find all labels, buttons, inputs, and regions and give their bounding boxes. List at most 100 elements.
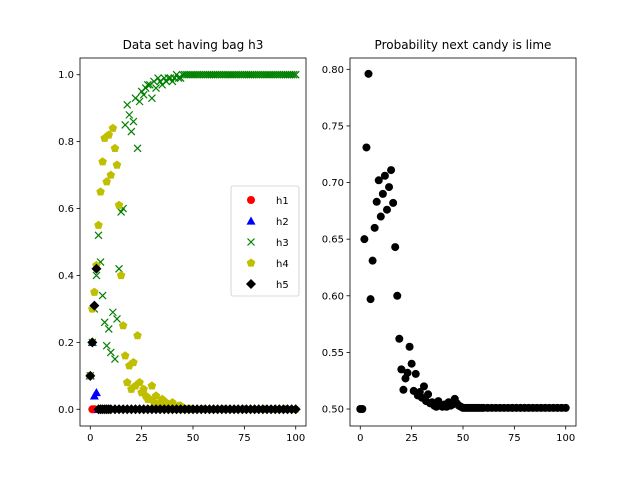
- left-h4-point: [129, 357, 138, 367]
- legend-label-h1: h1: [276, 196, 289, 207]
- right-series-point: [378, 189, 387, 198]
- right-series-point: [364, 69, 373, 78]
- left-xtick-label: 0: [87, 433, 93, 444]
- left-h3-point: [133, 144, 142, 153]
- right-series-point: [389, 198, 398, 207]
- left-h3-point: [102, 341, 111, 350]
- right-series-point: [419, 382, 428, 391]
- right-ytick-label: 0.65: [322, 235, 344, 246]
- right-series-point: [360, 235, 369, 244]
- right-ytick-label: 0.80: [322, 65, 344, 76]
- left-plot-marks: [85, 70, 301, 415]
- right-series-point: [385, 183, 394, 192]
- left-xtick-label: 50: [187, 433, 200, 444]
- right-subplot: Probability next candy is lime 0 25 50 75 10…: [322, 38, 577, 444]
- left-h4-point: [106, 170, 116, 179]
- left-h3-point: [152, 84, 160, 93]
- right-ytick-label: 0.50: [322, 405, 344, 416]
- right-series-point: [561, 403, 570, 412]
- left-h4-point: [112, 160, 122, 169]
- right-series-point: [399, 385, 408, 394]
- legend-label-h5: h5: [276, 280, 289, 291]
- left-h4-point: [110, 143, 120, 152]
- left-ytick-label: 0.6: [58, 204, 74, 215]
- right-ytick-label: 0.75: [322, 121, 344, 132]
- left-h4-point: [135, 378, 144, 387]
- left-ytick-label: 0.0: [58, 405, 74, 416]
- left-xtick-label: 75: [238, 433, 251, 444]
- left-subplot: Data set having bag h3 0 25 50 75 1000.00.20…: [58, 38, 307, 444]
- left-xtick-label: 25: [135, 433, 148, 444]
- left-ytick-label: 0.4: [58, 271, 74, 282]
- right-series-point: [411, 369, 420, 378]
- right-series-point: [366, 295, 375, 304]
- right-series-point: [424, 390, 433, 399]
- right-series-point: [376, 212, 385, 221]
- left-ytick-label: 1.0: [58, 70, 74, 81]
- legend-label-h4: h4: [276, 259, 289, 270]
- left-h5-point: [290, 404, 301, 415]
- left-h4-point: [118, 321, 128, 330]
- left-h3-point: [108, 308, 117, 317]
- left-h3-point: [92, 271, 101, 280]
- right-xtick-label: 0: [357, 433, 363, 444]
- right-xtick-label: 75: [508, 433, 521, 444]
- right-ytick-label: 0.70: [322, 178, 344, 189]
- right-series-point: [403, 368, 412, 377]
- left-h4-point: [102, 177, 111, 186]
- legend-label-h3: h3: [276, 238, 289, 249]
- left-h3-point: [143, 80, 152, 89]
- left-h4-point: [151, 391, 161, 400]
- legend-marker-h5: [246, 279, 256, 289]
- left-h3-point: [106, 348, 115, 357]
- right-ytick-label: 0.60: [322, 291, 344, 302]
- left-h3-point: [123, 100, 132, 109]
- right-series-point: [362, 143, 371, 152]
- left-h4-point: [108, 123, 118, 132]
- legend-box: [230, 185, 300, 297]
- left-h5-point: [87, 337, 98, 348]
- left-h4-point: [120, 351, 130, 360]
- left-h4-point: [116, 270, 126, 280]
- legend-marker-h4: [246, 258, 256, 267]
- left-h4-point: [98, 157, 107, 166]
- left-h3-point: [98, 291, 107, 300]
- right-series-point: [358, 405, 367, 414]
- left-h4-point: [147, 381, 157, 390]
- legend-marker-h3: [247, 238, 255, 246]
- left-xtick-label: 100: [286, 433, 305, 444]
- right-plot-marks: [356, 69, 570, 414]
- left-axis-ticks: 0 25 50 75 100 0.0 0.2 0.4 0.6 0.8 1.0: [58, 70, 305, 444]
- left-h3-point: [291, 70, 300, 79]
- left-h5-point: [89, 300, 100, 311]
- left-h3-point: [104, 325, 113, 333]
- left-h3-point: [115, 264, 123, 273]
- right-series-point: [374, 176, 383, 185]
- right-series-point: [391, 243, 400, 252]
- left-ytick-label: 0.8: [58, 137, 74, 148]
- right-series-point: [382, 205, 391, 214]
- left-h3-point: [129, 117, 138, 126]
- right-series-point: [372, 197, 381, 206]
- right-series-point: [395, 334, 404, 343]
- right-xtick-label: 100: [556, 433, 575, 444]
- left-legend: h1 h2 h3 h4 h5: [230, 185, 300, 297]
- left-h4-point: [94, 220, 103, 229]
- left-h3-point: [127, 127, 136, 136]
- left-h3-point: [139, 90, 148, 99]
- left-h3-point: [113, 315, 121, 323]
- left-h3-point: [100, 318, 109, 327]
- left-h3-point: [135, 97, 144, 106]
- legend-marker-h2: [246, 216, 256, 225]
- right-series-point: [380, 171, 389, 180]
- left-ytick-label: 0.2: [58, 338, 74, 349]
- left-h4-point: [139, 384, 148, 393]
- left-h3-point: [94, 231, 103, 240]
- left-h4-point: [96, 187, 105, 196]
- right-series-point: [397, 365, 406, 374]
- left-h2-point: [91, 388, 101, 397]
- left-chart-title: Data set having bag h3: [123, 38, 264, 52]
- left-h3-point: [289, 70, 298, 79]
